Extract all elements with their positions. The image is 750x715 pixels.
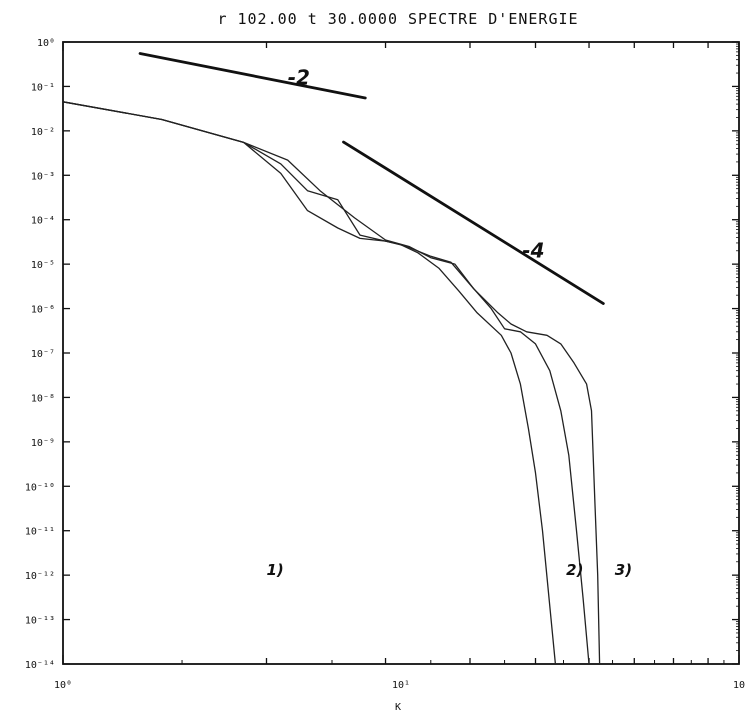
y-tick-label-1: 10⁻¹: [31, 82, 55, 93]
y-tick-label-6: 10⁻⁶: [31, 305, 55, 316]
curve-label-2: 2): [566, 561, 583, 579]
curve-label-3: 3): [615, 561, 632, 579]
y-tick-label-2: 10⁻²: [31, 127, 55, 138]
y-tick-label-12: 10⁻¹²: [25, 571, 55, 582]
y-tick-label-5: 10⁻⁵: [31, 260, 55, 271]
x-tick-label-2: 10: [733, 680, 745, 691]
reference-line-label-0: -2: [288, 66, 310, 90]
x-tick-label-1: 10¹: [392, 680, 410, 691]
y-tick-label-9: 10⁻⁹: [31, 438, 55, 449]
handwritten-annotations: -2 -4 1) 2) 3): [266, 66, 632, 580]
spectrum-curve-2: [62, 101, 590, 665]
plot-frame: [62, 41, 740, 665]
y-tick-label-10: 10⁻¹⁰: [25, 482, 55, 493]
x-tick-labels: 10⁰ 10¹ 10: [54, 680, 745, 691]
axis-ticks: [62, 41, 740, 665]
y-tick-label-11: 10⁻¹¹: [25, 527, 55, 538]
reference-line-label-1: -4: [522, 239, 544, 263]
y-tick-label-7: 10⁻⁷: [31, 349, 55, 360]
spectrum-curve-3: [62, 101, 601, 665]
y-tick-label-0: 10⁰: [37, 38, 55, 49]
reference-line-slope-4: [342, 140, 605, 305]
y-tick-labels: 10⁰ 10⁻¹ 10⁻² 10⁻³ 10⁻⁴ 10⁻⁵ 10⁻⁶ 10⁻⁷ 10⁻⁸ 10⁻⁹ 1…: [25, 38, 55, 671]
chart-title: r 102.00 t 30.0000 SPECTRE D'ENERGIE: [217, 10, 578, 28]
y-tick-label-3: 10⁻³: [31, 171, 55, 182]
reference-line-slope-2: [138, 52, 367, 100]
x-axis-label: K: [395, 702, 401, 713]
y-tick-label-4: 10⁻⁴: [31, 216, 55, 227]
y-tick-label-14: 10⁻¹⁴: [25, 660, 55, 671]
curve-label-1: 1): [266, 561, 283, 579]
spectrum-curve-1: [62, 101, 557, 665]
spectrum-series: [62, 101, 601, 665]
reference-slope-lines: [138, 52, 605, 305]
x-tick-label-0: 10⁰: [54, 680, 72, 691]
y-tick-label-8: 10⁻⁸: [31, 393, 55, 404]
y-tick-label-13: 10⁻¹³: [25, 616, 55, 627]
